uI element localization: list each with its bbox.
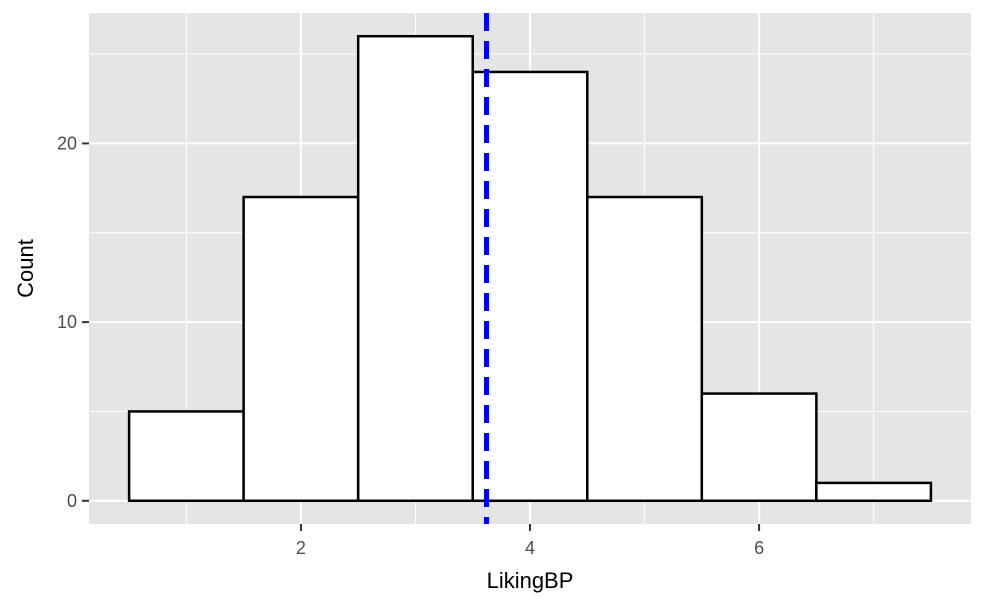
y-axis-title: Count <box>13 239 38 298</box>
y-tick-label-0: 0 <box>67 491 77 511</box>
x-tick-label-1: 4 <box>525 538 535 558</box>
histogram-bar-0 <box>127 410 245 503</box>
histogram-bar-6 <box>815 481 933 503</box>
histogram-bar-5 <box>700 392 818 503</box>
histogram-bar-4 <box>586 195 704 503</box>
x-axis-title: LikingBP <box>487 568 574 593</box>
y-tick-label-2: 20 <box>57 133 77 153</box>
histogram-bar-1 <box>242 195 360 503</box>
histogram-bar-3 <box>471 70 589 503</box>
histogram-bars <box>127 34 933 503</box>
y-tick-label-1: 10 <box>57 312 77 332</box>
histogram-bar-2 <box>356 34 474 503</box>
x-tick-label-2: 6 <box>754 538 764 558</box>
x-tick-label-0: 2 <box>296 538 306 558</box>
y-axis: 0 10 20 <box>57 133 89 511</box>
x-axis: 2 4 6 <box>296 524 764 558</box>
